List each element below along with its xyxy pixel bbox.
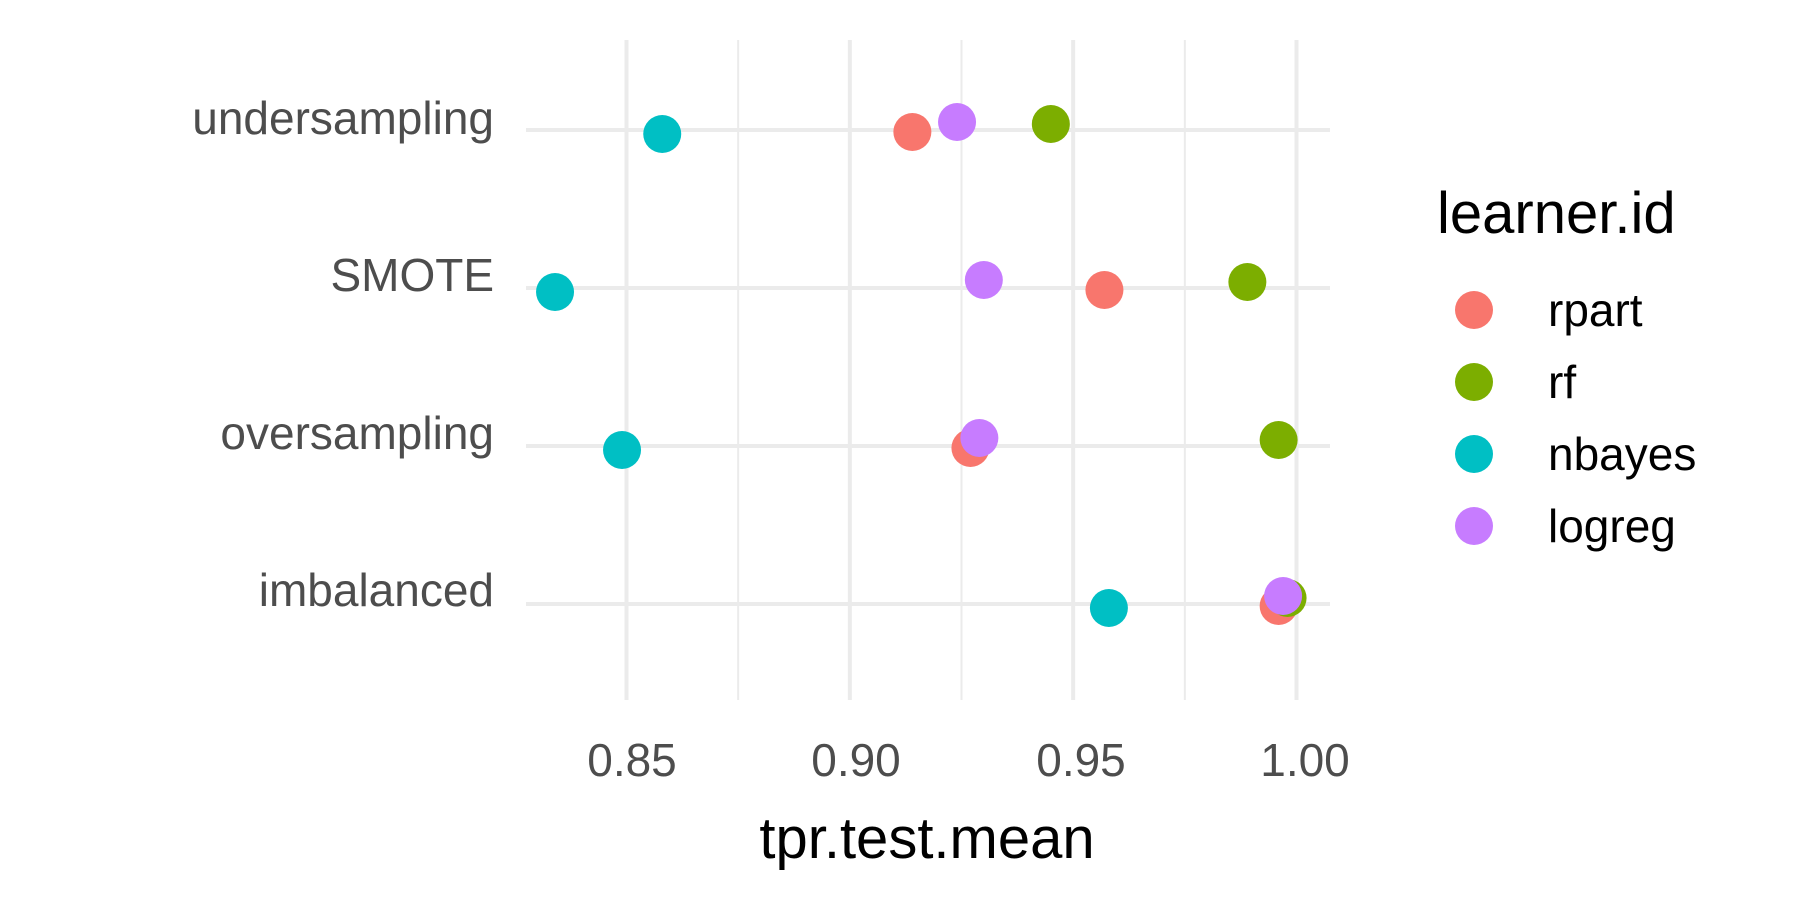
point-rf-oversampling [1259,421,1298,459]
x-axis-label: tpr.test.mean [759,806,1094,871]
y-tick-label: SMOTE [330,249,494,301]
legend-key-rpart [1455,291,1493,329]
legend: learner.id rpart rf nbayes logreg [1437,181,1696,552]
legend-key-nbayes [1455,435,1493,473]
legend-label-nbayes: nbayes [1548,428,1696,480]
y-tick-label: oversampling [220,407,494,459]
data-points [536,103,1307,627]
point-logreg-imbalanced [1264,577,1303,615]
x-axis: 0.85 0.90 0.95 1.00 [587,734,1350,786]
x-tick-label: 0.95 [1036,734,1126,786]
legend-label-rf: rf [1548,356,1576,408]
x-tick-label: 0.90 [811,734,901,786]
y-tick-label: undersampling [192,92,494,144]
point-logreg-undersampling [938,103,977,141]
grid [526,40,1330,700]
point-logreg-SMOTE [964,261,1003,299]
legend-key-logreg [1455,507,1493,545]
point-logreg-oversampling [960,419,999,457]
legend-label-rpart: rpart [1548,284,1643,336]
legend-key-rf [1455,363,1493,401]
point-nbayes-oversampling [603,431,642,469]
point-nbayes-imbalanced [1089,589,1128,627]
point-nbayes-SMOTE [536,273,575,311]
point-rf-undersampling [1031,105,1070,143]
point-rpart-SMOTE [1085,271,1124,309]
point-rf-SMOTE [1228,263,1267,301]
y-tick-label: imbalanced [259,564,494,616]
y-axis: undersampling SMOTE oversampling imbalan… [192,92,494,616]
point-rpart-undersampling [893,113,932,151]
legend-title: learner.id [1437,181,1676,246]
point-nbayes-undersampling [643,115,682,153]
x-tick-label: 1.00 [1260,734,1350,786]
x-tick-label: 0.85 [587,734,677,786]
legend-label-logreg: logreg [1548,500,1676,552]
